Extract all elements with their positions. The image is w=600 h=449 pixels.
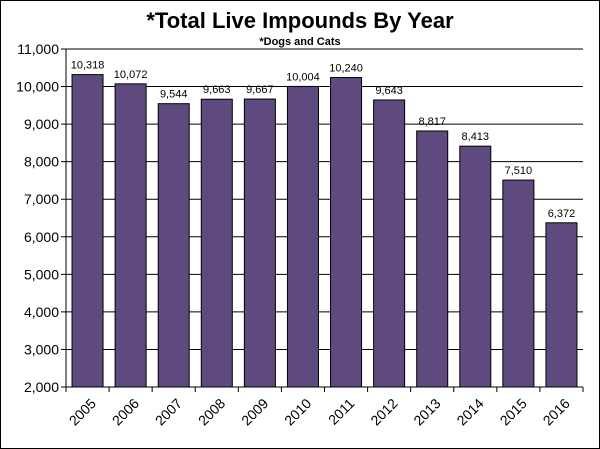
chart-title: *Total Live Impounds By Year: [146, 8, 454, 33]
data-label-2007: 9,544: [160, 89, 188, 101]
data-label-2010: 10,004: [286, 71, 320, 83]
bar-2012: [373, 99, 406, 388]
x-tick-label-2016: 2016: [540, 395, 573, 428]
y-tick-label: 10,000: [16, 79, 59, 95]
bar-2013: [416, 130, 449, 388]
data-label-2016: 6,372: [548, 208, 576, 220]
y-tick-label: 11,000: [17, 41, 59, 57]
data-label-2014: 8,413: [462, 131, 490, 143]
data-label-2008: 9,663: [203, 84, 231, 96]
y-tick-label: 3,000: [24, 341, 59, 357]
x-tick-label-2012: 2012: [367, 395, 400, 428]
x-tick-label-2011: 2011: [325, 395, 358, 428]
data-label-2009: 9,667: [246, 84, 274, 96]
data-label-2012: 9,643: [375, 85, 403, 97]
x-tick-label-2005: 2005: [66, 395, 99, 428]
bar-2006: [114, 83, 147, 388]
y-tick-label: 9,000: [24, 116, 59, 132]
axes: [61, 48, 584, 392]
data-label-2015: 7,510: [505, 165, 533, 177]
gridlines: [66, 48, 583, 388]
bar-2016: [545, 222, 578, 388]
x-tick-label-2007: 2007: [152, 395, 185, 428]
x-tick-label-2010: 2010: [281, 395, 314, 428]
x-tick-label-2009: 2009: [238, 395, 271, 428]
bar-2008: [200, 98, 233, 388]
bar-2009: [243, 98, 276, 388]
x-tick-label-2015: 2015: [497, 395, 530, 428]
y-tick-label: 8,000: [24, 154, 59, 170]
x-tick-label-2006: 2006: [109, 395, 142, 428]
bar-2005: [71, 74, 104, 388]
y-tick-label: 2,000: [24, 379, 59, 395]
y-tick-label: 6,000: [24, 229, 59, 245]
bar-2010: [286, 85, 319, 388]
chart-subtitle: *Dogs and Cats: [259, 36, 341, 48]
bar-2011: [330, 77, 363, 388]
bar-2015: [502, 179, 535, 388]
data-label-2005: 10,318: [71, 60, 105, 72]
y-tick-label: 7,000: [24, 191, 59, 207]
data-label-2013: 8,817: [418, 116, 446, 128]
bar-2014: [459, 145, 492, 388]
bars: [71, 74, 578, 388]
y-tick-label: 5,000: [24, 266, 59, 282]
x-tick-label-2013: 2013: [410, 395, 443, 428]
data-label-2011: 10,240: [329, 63, 363, 75]
data-label-2006: 10,072: [114, 69, 148, 81]
x-tick-label-2008: 2008: [195, 395, 228, 428]
x-tick-label-2014: 2014: [453, 395, 486, 428]
bar-2007: [157, 103, 190, 388]
y-tick-label: 4,000: [24, 304, 59, 320]
